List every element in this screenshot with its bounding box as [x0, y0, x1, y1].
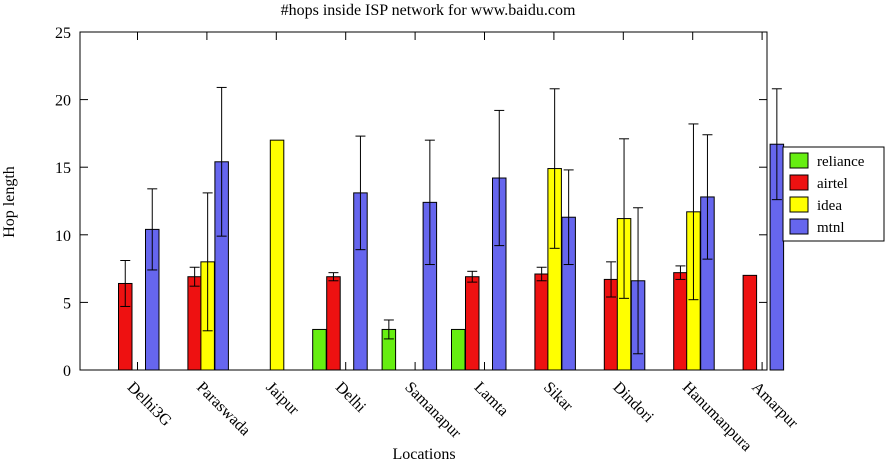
legend-label-idea: idea — [817, 198, 842, 214]
y-tick-label: 0 — [63, 363, 71, 380]
legend-swatch-idea — [789, 196, 809, 213]
chart-title: #hops inside ISP network for www.baidu.c… — [281, 2, 576, 19]
bar-reliance — [451, 328, 466, 371]
bar-airtel — [742, 274, 758, 371]
y-tick-label: 20 — [55, 93, 71, 110]
legend-swatch-reliance — [789, 152, 809, 169]
bar-airtel — [465, 276, 480, 371]
x-tick-label: Hanumanpura — [679, 379, 755, 455]
bar-airtel — [534, 273, 549, 371]
y-tick-label: 5 — [63, 295, 71, 312]
y-tick-label: 15 — [55, 160, 71, 177]
x-tick-label: Delhi — [332, 379, 370, 417]
bar-reliance — [312, 328, 327, 371]
x-tick-label: Delhi3G — [124, 379, 175, 430]
legend-label-mtnl: mtnl — [817, 220, 845, 236]
x-axis-label: Locations — [392, 446, 455, 463]
legend: reliance airtel idea mtnl — [782, 146, 885, 242]
x-tick-label: Samanapur — [401, 379, 464, 442]
y-tick-label: 10 — [55, 228, 71, 245]
bar-idea — [269, 139, 285, 371]
x-tick-label: Paraswada — [193, 379, 253, 439]
legend-swatch-mtnl — [789, 218, 809, 235]
legend-swatch-airtel — [789, 174, 809, 191]
y-tick-label: 25 — [55, 25, 71, 42]
x-tick-label: Amarpur — [748, 379, 801, 432]
plot-area: 0 5 10 15 20 25 Delhi3G Paraswada Jaipur Delhi Sam… — [55, 25, 802, 455]
x-tick-label: Lamta — [471, 379, 512, 420]
x-tick-label: Jaipur — [262, 379, 302, 419]
bar-airtel — [187, 276, 202, 371]
legend-label-airtel: airtel — [817, 176, 848, 192]
y-axis-label: Hop length — [1, 166, 18, 238]
legend-label-reliance: reliance — [817, 154, 865, 170]
x-tick-label: Dindori — [609, 379, 657, 427]
bar-airtel — [326, 276, 341, 371]
bar-airtel — [673, 272, 688, 371]
x-tick-label: Sikar — [540, 379, 576, 415]
